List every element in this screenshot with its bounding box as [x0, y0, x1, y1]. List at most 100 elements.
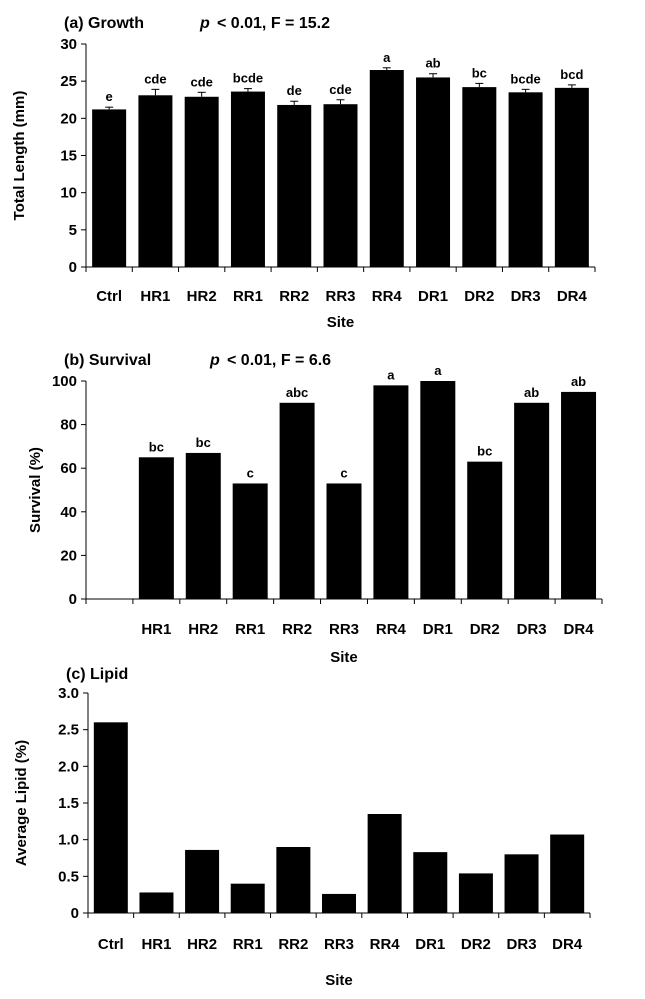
x-tick-label: HR2 [187, 936, 217, 953]
x-tick-label: DR3 [507, 936, 537, 953]
y-tick-label: 60 [60, 460, 77, 477]
significance-label: ab [524, 385, 539, 400]
x-tick-label: DR4 [552, 936, 583, 953]
bar-rr1 [230, 883, 265, 913]
significance-label: bc [472, 65, 487, 80]
x-tick-label: RR1 [233, 288, 263, 305]
y-axis-label: Total Length (mm) [11, 91, 28, 221]
y-tick-label: 80 [60, 417, 77, 434]
bar-rr3 [322, 893, 356, 913]
significance-label: a [387, 367, 395, 382]
y-tick-label: 2.5 [58, 722, 79, 739]
y-tick-label: 15 [60, 148, 77, 165]
bar-hr1 [138, 457, 174, 599]
significance-label: bc [149, 439, 164, 454]
y-axis-label: Average Lipid (%) [13, 740, 30, 866]
stats-p-symbol: p [199, 15, 210, 32]
x-tick-label: DR4 [564, 621, 595, 638]
x-tick-label: RR2 [279, 288, 309, 305]
bar-ctrl [92, 109, 127, 267]
bar-dr1 [413, 852, 448, 913]
y-tick-label: 10 [60, 185, 77, 202]
bar-rr3 [326, 483, 362, 599]
bar-dr2 [462, 87, 497, 267]
x-tick-label: RR3 [329, 621, 359, 638]
bar-hr2 [185, 452, 221, 599]
y-tick-label: 0 [69, 259, 77, 276]
significance-label: abc [286, 385, 308, 400]
bar-hr2 [184, 96, 219, 267]
significance-label: de [287, 83, 302, 98]
x-tick-label: RR2 [282, 621, 312, 638]
significance-label: ab [571, 374, 586, 389]
x-tick-label: HR1 [140, 288, 170, 305]
chart-title: (c) Lipid [66, 666, 128, 683]
bar-rr4 [369, 70, 404, 268]
y-axis-label: Survival (%) [27, 447, 44, 533]
x-tick-label: DR1 [415, 936, 445, 953]
x-tick-label: RR4 [376, 621, 407, 638]
chart-title: (b) Survival [64, 352, 151, 369]
bar-dr3 [508, 92, 543, 267]
x-tick-label: DR3 [511, 288, 541, 305]
x-axis-label: Site [330, 649, 358, 666]
x-tick-label: HR1 [141, 936, 171, 953]
x-tick-label: DR4 [557, 288, 588, 305]
y-tick-label: 1.0 [58, 832, 79, 849]
bar-hr2 [185, 849, 220, 913]
chart-title: (a) Growth [64, 15, 144, 32]
stats-text: < 0.01, F = 6.6 [227, 352, 331, 369]
x-tick-label: DR2 [464, 288, 494, 305]
x-tick-label: HR1 [141, 621, 171, 638]
bar-rr4 [373, 385, 409, 599]
bar-rr1 [230, 91, 265, 267]
y-tick-label: 0.5 [58, 868, 79, 885]
significance-label: cde [329, 82, 351, 97]
x-axis-label: Site [325, 972, 353, 989]
significance-label: cde [144, 71, 166, 86]
lipid-panel: (c) Lipid 0 0.5 1.0 1.5 2.0 2.5 3.0 Ctrl HR1 HR2 RR… [13, 666, 591, 989]
y-tick-label: 30 [60, 36, 77, 53]
significance-label: ab [425, 56, 440, 71]
y-tick-label: 100 [52, 373, 77, 390]
significance-label: bcd [560, 67, 583, 82]
significance-label: a [434, 363, 442, 378]
bar-rr2 [277, 104, 312, 267]
bar-ctrl [93, 722, 128, 913]
x-tick-label: DR1 [423, 621, 453, 638]
bar-dr1 [416, 77, 451, 267]
x-tick-label: Ctrl [96, 288, 122, 305]
growth-panel: (a) Growth p < 0.01, F = 15.2 0 5 10 15 20 25 30 e… [11, 15, 596, 331]
x-tick-label: RR1 [235, 621, 265, 638]
y-tick-label: 0 [69, 591, 77, 608]
x-tick-label: RR1 [233, 936, 263, 953]
bar-dr3 [514, 402, 550, 599]
x-tick-label: RR4 [370, 936, 401, 953]
x-axis-label: Site [327, 314, 355, 331]
x-tick-label: DR2 [461, 936, 491, 953]
bar-rr2 [279, 402, 315, 599]
significance-label: bcde [510, 71, 540, 86]
significance-label: c [340, 465, 347, 480]
x-tick-label: Ctrl [98, 936, 124, 953]
stats-p-symbol: p [209, 352, 220, 369]
significance-label: bc [477, 444, 492, 459]
significance-label: c [247, 465, 254, 480]
y-tick-label: 5 [69, 222, 77, 239]
significance-label: bc [196, 435, 211, 450]
y-tick-label: 40 [60, 504, 77, 521]
bar-rr2 [276, 847, 311, 913]
y-tick-label: 0 [71, 905, 79, 922]
significance-label: cde [190, 74, 212, 89]
bar-rr3 [323, 104, 358, 268]
bar-dr2 [458, 873, 493, 913]
significance-label: bcde [233, 71, 263, 86]
bar-rr4 [367, 814, 402, 913]
y-tick-label: 20 [60, 110, 77, 127]
bar-dr4 [550, 834, 585, 913]
significance-label: e [106, 89, 113, 104]
bar-hr1 [139, 892, 174, 913]
x-tick-label: RR3 [325, 288, 355, 305]
x-tick-label: RR2 [278, 936, 308, 953]
